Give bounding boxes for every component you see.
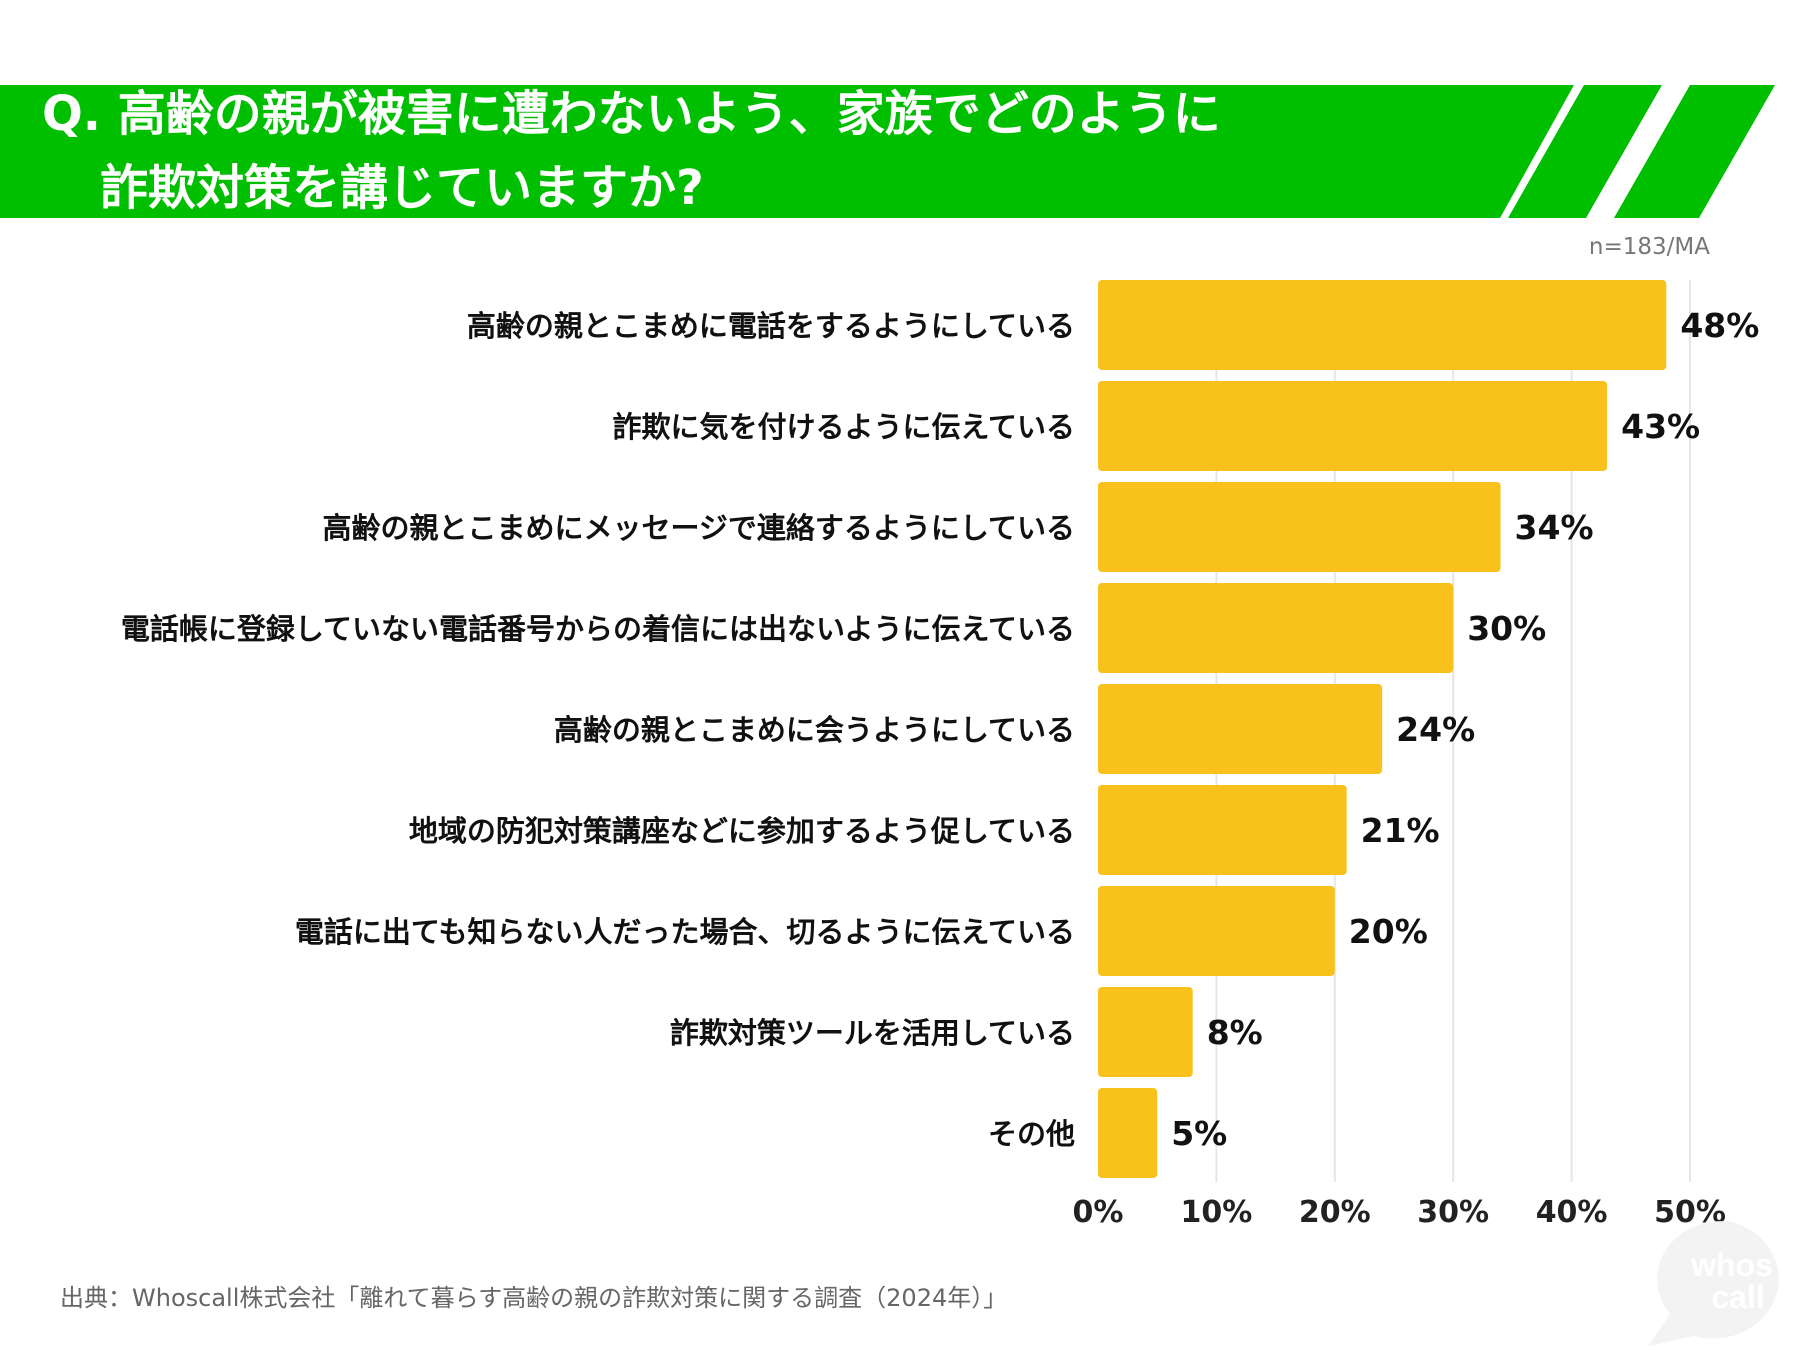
- category-label: 電話に出ても知らない人だった場合、切るように伝えている: [295, 915, 1075, 949]
- x-axis-ticks: 0% 10% 20% 30% 40% 50%: [1073, 1195, 1726, 1230]
- question-title-line-2: 詐欺対策を講じていますか?: [100, 160, 704, 216]
- logo-speech-bubble: [1648, 1221, 1779, 1346]
- value-label: 24%: [1396, 710, 1475, 749]
- bar: [1098, 482, 1501, 572]
- x-tick-label: 20%: [1299, 1195, 1371, 1230]
- logo-text-line-1: whos: [1690, 1247, 1773, 1283]
- value-label: 21%: [1361, 811, 1440, 850]
- x-tick-label: 10%: [1180, 1195, 1252, 1230]
- bar: [1098, 684, 1383, 774]
- category-label: 詐欺対策ツールを活用している: [670, 1016, 1075, 1050]
- bar: [1098, 785, 1347, 875]
- logo-text-line-2: call: [1711, 1279, 1764, 1315]
- bar: [1098, 1088, 1158, 1178]
- sample-size-note: n=183/MA: [1588, 234, 1710, 260]
- category-label: 高齢の親とこまめにメッセージで連絡するようにしている: [322, 511, 1075, 545]
- banner-stripe-2: [1614, 85, 1775, 218]
- question-title-line-1: Q. 高齢の親が被害に遭わないよう、家族でどのように: [42, 86, 1221, 142]
- title-banner: [0, 85, 1775, 218]
- bar: [1098, 886, 1335, 976]
- category-label: 電話帳に登録していない電話番号からの着信には出ないように伝えている: [121, 612, 1075, 646]
- bar: [1098, 583, 1454, 673]
- category-label: 高齢の親とこまめに電話をするようにしている: [467, 309, 1075, 343]
- value-label: 48%: [1680, 306, 1759, 345]
- category-label: その他: [988, 1117, 1075, 1151]
- category-label: 高齢の親とこまめに会うようにしている: [554, 713, 1075, 747]
- category-label: 地域の防犯対策講座などに参加するよう促している: [409, 814, 1075, 848]
- value-label: 5%: [1171, 1114, 1227, 1153]
- value-label: 20%: [1349, 912, 1428, 951]
- value-label: 34%: [1515, 508, 1594, 547]
- banner-background: [0, 85, 1574, 218]
- whoscall-logo: whos call: [1648, 1221, 1779, 1346]
- bar: [1098, 280, 1667, 370]
- value-label: 8%: [1207, 1013, 1263, 1052]
- bar: [1098, 987, 1193, 1077]
- bars: [1098, 280, 1667, 1178]
- source-citation: 出典：Whoscall株式会社「離れて暮らす高齢の親の詐欺対策に関する調査（20…: [60, 1284, 1008, 1312]
- x-tick-label: 40%: [1536, 1195, 1608, 1230]
- value-labels: 48% 43% 34% 30% 24% 21% 20% 8% 5%: [1171, 306, 1759, 1153]
- category-label: 詐欺に気を付けるように伝えている: [612, 410, 1075, 444]
- category-labels: 高齢の親とこまめに電話をするようにしている詐欺に気を付けるように伝えている高齢の…: [121, 309, 1075, 1151]
- value-label: 30%: [1467, 609, 1546, 648]
- value-label: 43%: [1621, 407, 1700, 446]
- bar: [1098, 381, 1608, 471]
- banner-stripe-1: [1508, 85, 1662, 218]
- x-tick-label: 30%: [1417, 1195, 1489, 1230]
- x-tick-label: 0%: [1073, 1195, 1124, 1230]
